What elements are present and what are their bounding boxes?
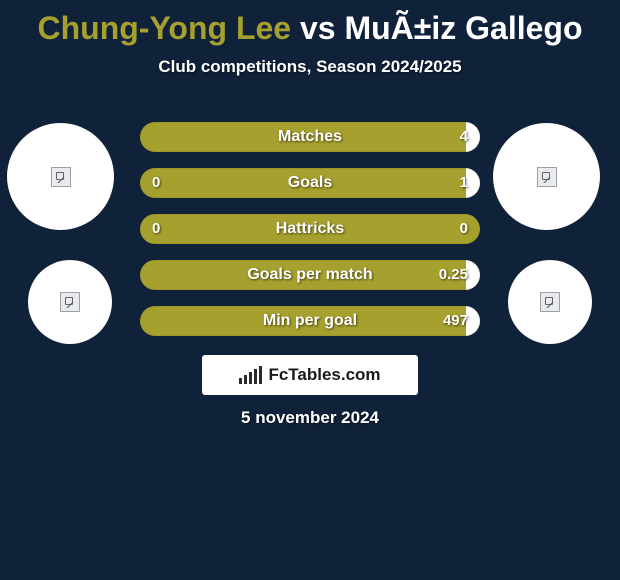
stat-value-right: 497 [443,306,468,336]
player1-avatar [7,123,114,230]
subtitle: Club competitions, Season 2024/2025 [0,57,620,77]
stat-label: Matches [140,122,480,152]
player1-name: Chung-Yong Lee [38,10,292,46]
vs-label: vs [300,10,336,46]
branding-text: FcTables.com [268,365,380,385]
broken-image-icon [540,292,560,312]
stat-label: Hattricks [140,214,480,244]
stat-row: Goals per match0.25 [140,260,480,290]
stat-row: Matches4 [140,122,480,152]
player2-name: MuÃ±iz Gallego [344,10,582,46]
branding-bars-icon [239,366,262,384]
stat-value-right: 0 [460,214,468,244]
stat-label: Min per goal [140,306,480,336]
comparison-title: Chung-Yong Lee vs MuÃ±iz Gallego [0,0,620,47]
broken-image-icon [537,167,557,187]
broken-image-icon [60,292,80,312]
stats-rows: Matches40Goals10Hattricks0Goals per matc… [140,122,480,352]
stat-row: 0Hattricks0 [140,214,480,244]
stat-value-right: 0.25 [439,260,468,290]
date-label: 5 november 2024 [0,408,620,428]
club2-avatar [508,260,592,344]
branding-badge: FcTables.com [202,355,418,395]
stat-row: 0Goals1 [140,168,480,198]
stat-label: Goals [140,168,480,198]
club1-avatar [28,260,112,344]
stat-value-right: 4 [460,122,468,152]
stat-value-right: 1 [460,168,468,198]
broken-image-icon [51,167,71,187]
stat-row: Min per goal497 [140,306,480,336]
stat-label: Goals per match [140,260,480,290]
player2-avatar [493,123,600,230]
